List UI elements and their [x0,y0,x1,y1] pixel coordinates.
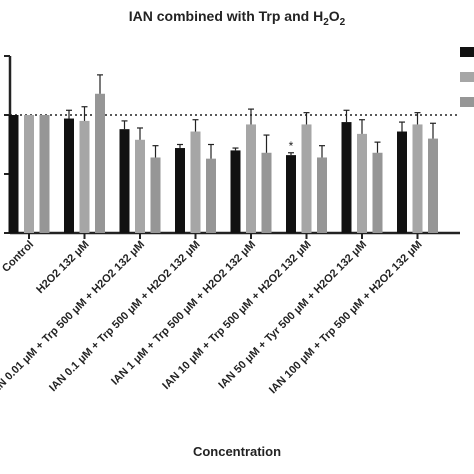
x-tick-label: H2O2 132 μM [34,239,91,296]
x-tick-label: Control [0,239,36,275]
bar [397,131,407,233]
legend-swatch [460,97,474,107]
legend-swatch [460,72,474,82]
bar [301,124,312,233]
bar [317,157,327,233]
bar [190,131,201,233]
bar [246,124,256,233]
chart-title: IAN combined with Trp and H2O2 [128,8,346,28]
bar [8,115,19,233]
bar [206,158,216,233]
bar [39,115,50,233]
legend-swatch [460,47,474,57]
bar [24,115,34,233]
bar [412,124,423,233]
bar [175,148,185,233]
bar [79,120,90,233]
bar [357,133,367,233]
bar [64,118,74,233]
bar [95,93,105,233]
bar [286,155,296,233]
bar [372,152,383,233]
x-axis-label: Concentration [192,444,282,459]
bar [341,122,352,233]
bar [150,157,161,233]
bar [261,152,272,233]
bar [119,129,130,233]
bar [428,138,438,233]
bar [230,150,241,233]
significance-marker: * [289,139,294,153]
bar [135,139,145,233]
